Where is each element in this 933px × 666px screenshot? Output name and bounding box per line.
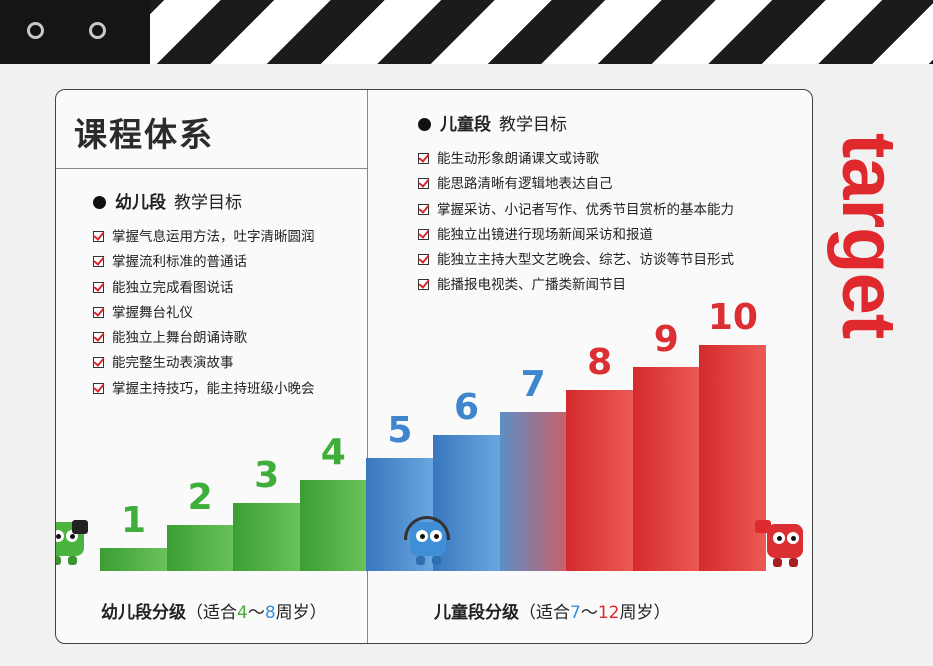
children-goal-list: 能生动形象朗诵课文或诗歌 能思路清晰有逻辑地表达自己掌握采访、小记者写作、优秀节目… [418,147,734,299]
clapperboard-header [0,0,933,64]
checkbox-check-icon [418,178,429,190]
kids-heading-sub: 教学目标 [174,193,242,213]
goal-item: 能完整生动表演故事 [93,351,315,376]
level-bar [566,389,634,571]
kids-goal-list: 掌握气息运用方法，吐字清晰圆润 掌握流利标准的普通话 能独立完成看图说话 掌握舞台礼仪… [93,225,315,402]
children-level-title: 儿童段分级 [434,603,519,623]
goal-item: 掌握气息运用方法，吐字清晰圆润 [93,225,315,250]
level-bar [166,525,234,571]
checkbox-check-icon [418,153,429,164]
kids-age-to: 8 [264,603,276,623]
goal-text: 掌握气息运用方法，吐字清晰圆润 [112,229,315,245]
children-heading-label: 儿童段 [440,115,491,135]
bullet-dot-icon [93,196,106,209]
goal-text: 能独立主持大型文艺晚会、综艺、访谈等节目形式 [437,252,734,269]
kids-heading-label: 幼儿段 [115,193,166,213]
level-bar [233,502,301,571]
goal-item: 能独立上舞台朗诵诗歌 [93,326,315,351]
goal-item: 能播报电视类、广播类新闻节目 [418,273,734,298]
goal-text: 能思路清晰有逻辑地表达自己 [437,176,613,193]
level-bar [699,344,767,571]
goal-text: 能播报电视类、广播类新闻节目 [437,277,626,294]
children-age-suffix: 周岁） [619,603,671,623]
goal-item: 能生动形象朗诵课文或诗歌 [418,147,734,172]
level-number: 5 [387,409,413,451]
goal-item: 掌握采访、小记者写作、优秀节目赏析的基本能力 [418,198,734,223]
level-number: 8 [587,341,613,383]
panel-divider-horizontal [56,168,367,169]
goal-item: 能思路清晰有逻辑地表达自己 [418,172,734,197]
checkbox-check-icon [418,254,429,266]
green-mascot-camera-icon [56,518,90,568]
goal-text: 能独立上舞台朗诵诗歌 [112,330,247,347]
checkbox-check-icon [93,231,104,242]
kids-age-from: 4 [237,603,248,623]
target-word-art: target [826,133,911,339]
blue-mascot-headphones-icon [402,516,454,568]
level-number: 2 [187,477,213,519]
kids-age-prefix: （适合 [186,603,237,623]
level-number: 10 [707,296,758,338]
children-age-sep: ～ [580,603,598,623]
goal-text: 掌握流利标准的普通话 [112,254,247,271]
bullet-dot-icon [418,118,431,131]
goal-item: 能独立出镜进行现场新闻采访和报道 [418,223,734,248]
bolt-icon [89,22,106,39]
children-age-prefix: （适合 [519,603,570,623]
level-bar [499,412,567,571]
kids-level-title: 幼儿段分级 [101,603,186,623]
goal-text: 掌握舞台礼仪 [112,304,193,321]
children-level-label: 儿童段分级（适合7～12周岁） [434,598,670,623]
kids-level-label: 幼儿段分级（适合4～8周岁） [101,598,327,623]
checkbox-check-icon [418,228,429,240]
level-number: 4 [320,432,346,474]
kids-age-suffix: 周岁） [275,603,327,623]
clapperboard-hinge [0,0,150,64]
level-bar [632,367,700,571]
children-age-to: 12 [597,603,620,623]
children-section-heading: 儿童段 教学目标 [418,110,567,135]
checkbox-check-icon [93,332,104,344]
goal-item: 掌握舞台礼仪 [93,301,315,326]
goal-item: 掌握主持技巧，能主持班级小晚会 [93,377,315,402]
level-number: 9 [653,319,679,361]
kids-section-heading: 幼儿段 教学目标 [93,188,242,213]
page-title: 课程体系 [74,115,214,154]
level-number: 6 [453,387,480,428]
course-panel: 课程体系 幼儿段 教学目标 掌握气息运用方法，吐字清晰圆润 掌握流利标准的普通话 能独… [55,89,813,644]
goal-text: 掌握采访、小记者写作、优秀节目赏析的基本能力 [437,201,734,218]
goal-text: 能生动形象朗诵课文或诗歌 [437,151,599,167]
goal-text: 掌握主持技巧，能主持班级小晚会 [112,380,315,397]
bolt-icon [27,22,44,39]
level-number: 3 [254,454,280,496]
level-number: 1 [120,500,147,541]
goal-text: 能独立出镜进行现场新闻采访和报道 [437,226,653,243]
checkbox-check-icon [93,256,104,268]
checkbox-check-icon [93,306,104,318]
children-age-from: 7 [570,603,581,623]
checkbox-check-icon [93,382,104,394]
goal-text: 能完整生动表演故事 [112,355,234,372]
level-bar [100,548,167,571]
checkbox-check-icon [93,357,104,369]
checkbox-check-icon [418,279,429,291]
panel-divider-vertical [367,90,368,643]
level-bar [299,480,367,571]
goal-item: 掌握流利标准的普通话 [93,250,315,275]
goal-item: 能独立完成看图说话 [93,276,315,301]
checkbox-check-icon [93,281,104,293]
goal-text: 能独立完成看图说话 [112,279,234,296]
goal-item: 能独立主持大型文艺晚会、综艺、访谈等节目形式 [418,248,734,273]
kids-age-sep: ～ [247,603,265,623]
children-heading-sub: 教学目标 [499,115,567,135]
checkbox-check-icon [418,203,429,215]
red-mascot-tv-icon [755,518,807,570]
level-number: 7 [520,364,546,406]
